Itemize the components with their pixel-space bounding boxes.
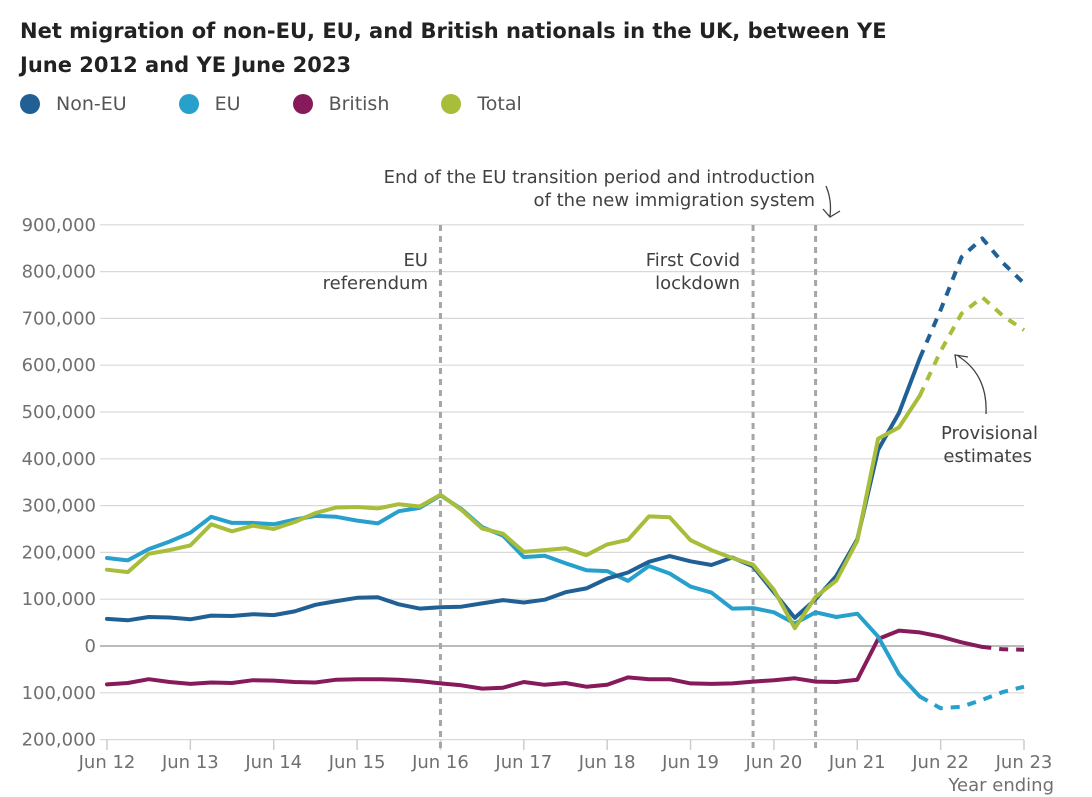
series-line-eu [105, 493, 922, 699]
x-tick-label: Jun 12 [78, 752, 136, 773]
y-tick-label: 700,000 [22, 308, 96, 329]
y-tick-label: 800,000 [22, 262, 96, 283]
legend-item-eu: EU [178, 93, 241, 115]
series-provisional-line-eu [918, 684, 1025, 711]
series-line-british [105, 628, 985, 691]
y-tick-label: 200,000 [22, 542, 96, 563]
x-tick-label: Jun 21 [828, 752, 886, 773]
series-provisional-line-total [917, 295, 1026, 397]
annotation-transition: End of the EU transition period and intr… [384, 167, 815, 188]
x-tick-label: Jun 15 [328, 752, 386, 773]
x-tick-label: Jun 16 [411, 752, 469, 773]
legend: Non-EU EU British Total [20, 93, 574, 115]
y-tick-label: 200,000 [22, 730, 96, 751]
legend-label: Non-EU [56, 93, 127, 115]
annotation-transition: of the new immigration system [534, 190, 815, 211]
y-tick-label: 100,000 [22, 589, 96, 610]
legend-item-total: Total [441, 93, 522, 115]
x-tick-label: Jun 20 [745, 752, 803, 773]
annotation-provisional: estimates [943, 446, 1032, 467]
annotation-eu-referendum: EU [403, 250, 428, 271]
legend-label: EU [214, 93, 241, 115]
legend-swatch [441, 94, 462, 114]
y-tick-label: 100,000 [22, 683, 96, 704]
y-tick-label: 400,000 [22, 449, 96, 470]
annotation-provisional: Provisional [941, 423, 1038, 444]
transition-arrow [822, 185, 841, 218]
x-tick-label: Jun 22 [911, 752, 969, 773]
y-tick-label: 900,000 [22, 215, 96, 236]
legend-item-non-eu: Non-EU [20, 93, 127, 115]
provisional-arrow [954, 354, 987, 415]
y-tick-label: 300,000 [22, 496, 96, 517]
x-axis-label: Year ending [947, 775, 1054, 796]
annotation-covid: First Covid [646, 250, 740, 271]
annotation-eu-referendum: referendum [323, 273, 428, 294]
series-line-non-eu [105, 356, 922, 623]
x-tick-label: Jun 14 [244, 752, 302, 773]
legend-swatch [178, 94, 199, 114]
annotation-covid: lockdown [655, 273, 740, 294]
series-provisional-line-british [982, 644, 1025, 652]
y-tick-label: 0 [85, 636, 96, 657]
legend-swatch [20, 94, 40, 114]
legend-item-british: British [292, 93, 390, 115]
x-tick-label: Jun 23 [995, 752, 1053, 773]
legend-label: British [328, 93, 390, 115]
legend-label: Total [477, 93, 522, 115]
x-tick-label: Jun 19 [661, 752, 719, 773]
x-tick-label: Jun 13 [161, 752, 219, 773]
y-tick-label: 600,000 [22, 355, 96, 376]
x-tick-label: Jun 18 [578, 752, 636, 773]
chart-title: Net migration of non-EU, EU, and British… [20, 19, 887, 77]
series-line-total [105, 393, 922, 631]
x-tick-label: Jun 17 [494, 752, 552, 773]
series-provisional-line-non-eu [917, 236, 1026, 359]
y-tick-label: 500,000 [22, 402, 96, 423]
legend-swatch [292, 94, 313, 114]
